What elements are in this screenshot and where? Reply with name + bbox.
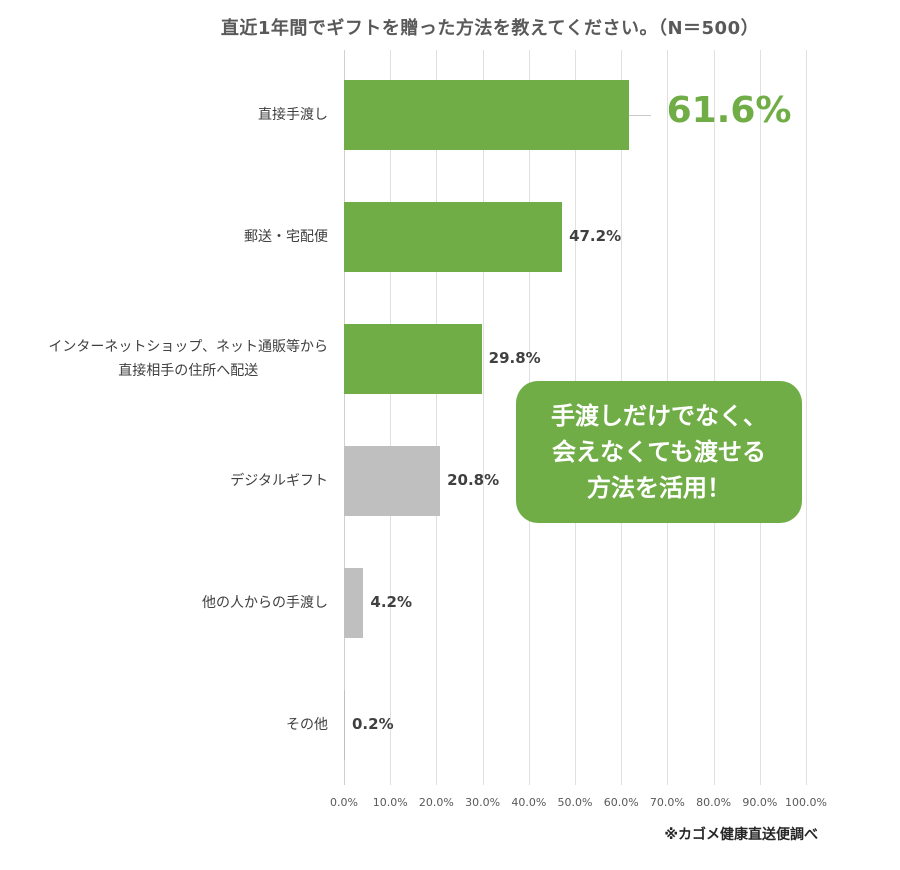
- x-tick-label: 90.0%: [742, 796, 778, 809]
- category-label: 直接手渡し: [258, 107, 328, 123]
- category-label: 他の人からの手渡し: [202, 595, 328, 611]
- source-note: ※カゴメ健康直送便調べ: [664, 827, 818, 843]
- callout-line: 手渡しだけでなく、: [551, 402, 767, 430]
- gridline: [806, 50, 807, 785]
- bar: [344, 80, 629, 150]
- value-label: 47.2%: [569, 227, 622, 245]
- category-label: その他: [286, 717, 328, 733]
- x-tick-label: 50.0%: [557, 796, 593, 809]
- bar: [344, 324, 482, 394]
- bar: [344, 568, 364, 638]
- gridline: [482, 50, 484, 785]
- callout-line: 会えなくても渡せる: [551, 438, 767, 466]
- category-label: 郵送・宅配便: [244, 229, 328, 245]
- callout-box: 手渡しだけでなく、 会えなくても渡せる 方法を活用！: [516, 381, 802, 523]
- x-tick-label: 10.0%: [372, 796, 408, 809]
- category-label: インターネットショップ、ネット通販等から 直接相手の住所へ配送: [48, 339, 328, 379]
- x-tick-label: 80.0%: [696, 796, 732, 809]
- category-axis-line: [344, 50, 345, 785]
- x-tick-label: 20.0%: [418, 796, 454, 809]
- value-label: 0.2%: [352, 715, 394, 733]
- value-label: 4.2%: [370, 593, 412, 611]
- chart-title: 直近1年間でギフトを贈った方法を教えてください。（N＝500）: [220, 18, 760, 39]
- label-leader-line: [628, 115, 651, 116]
- bar: [344, 446, 441, 516]
- bar: [344, 202, 563, 272]
- callout-line: 方法を活用！: [587, 474, 731, 502]
- x-tick-label: 40.0%: [511, 796, 547, 809]
- x-tick-label: 70.0%: [649, 796, 685, 809]
- gridline: [390, 50, 392, 785]
- category-label: デジタルギフト: [230, 473, 328, 489]
- gridline: [436, 50, 438, 785]
- plot-area: [344, 50, 807, 785]
- value-label: 20.8%: [447, 471, 500, 489]
- value-label-highlight: 61.6%: [666, 90, 792, 131]
- value-label: 29.8%: [488, 349, 541, 367]
- x-tick-label: 100.0%: [785, 796, 827, 809]
- x-tick-label: 60.0%: [603, 796, 639, 809]
- bar: [344, 690, 345, 760]
- x-tick-label: 30.0%: [465, 796, 501, 809]
- x-tick-label: 0.0%: [330, 796, 358, 809]
